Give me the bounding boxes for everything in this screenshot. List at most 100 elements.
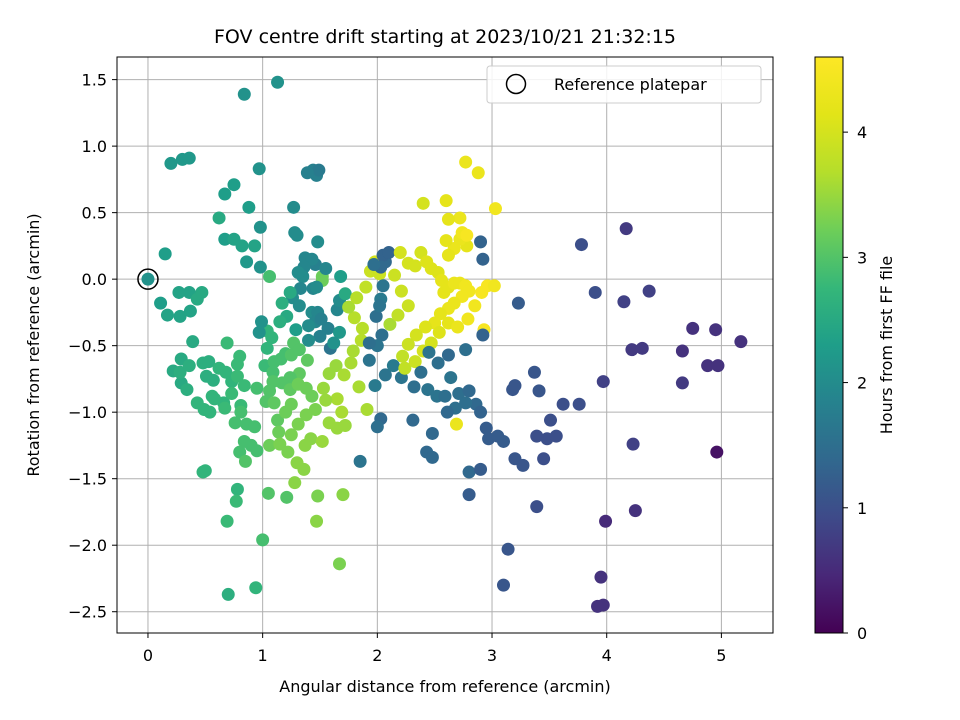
data-point: [388, 268, 402, 282]
data-point: [544, 413, 558, 427]
data-point: [291, 417, 305, 431]
data-point: [459, 343, 473, 357]
data-point: [352, 380, 366, 394]
data-point: [336, 488, 350, 502]
data-point: [386, 359, 400, 373]
data-point: [280, 490, 294, 504]
data-point: [619, 222, 633, 236]
colorbar-tick-label: 2: [857, 374, 867, 393]
data-point: [292, 343, 306, 357]
data-point: [225, 387, 239, 401]
data-point: [299, 408, 313, 422]
data-point: [391, 308, 405, 322]
data-point: [488, 202, 502, 216]
data-point: [360, 403, 374, 417]
data-point: [350, 291, 364, 305]
data-point: [409, 328, 423, 342]
data-point: [459, 155, 473, 169]
data-point: [479, 421, 493, 435]
data-point: [431, 356, 445, 370]
data-point: [332, 325, 346, 339]
data-point: [462, 384, 476, 398]
data-point: [305, 389, 319, 403]
data-point: [474, 462, 488, 476]
grid-lines: [117, 57, 773, 633]
data-point: [229, 494, 243, 508]
data-point: [255, 315, 269, 329]
data-point: [183, 304, 197, 318]
data-point: [310, 514, 324, 528]
data-point: [260, 341, 274, 355]
data-point: [302, 333, 316, 347]
data-point: [549, 429, 563, 443]
data-point: [321, 321, 335, 335]
data-point: [242, 200, 256, 214]
data-point: [362, 336, 376, 350]
data-point: [375, 328, 389, 342]
data-point: [327, 336, 341, 350]
data-point: [248, 239, 262, 253]
reference-platepar-marker: [137, 268, 159, 290]
data-point: [709, 323, 723, 337]
data-point: [252, 162, 266, 176]
legend-label: Reference platepar: [554, 75, 707, 94]
y-tick-label: 0.0: [82, 270, 107, 289]
data-point: [218, 401, 232, 415]
data-point: [373, 299, 387, 313]
data-point: [263, 438, 277, 452]
data-point: [158, 247, 172, 261]
data-point: [382, 246, 396, 260]
data-point: [248, 420, 262, 434]
data-point: [212, 361, 226, 375]
data-point: [272, 425, 286, 439]
data-point: [220, 514, 234, 528]
x-tick-label: 2: [372, 646, 382, 665]
data-point: [398, 361, 412, 375]
data-point: [516, 458, 530, 472]
data-point: [425, 450, 439, 464]
data-point: [275, 296, 289, 310]
data-point: [711, 359, 725, 373]
colorbar-gradient: [814, 56, 844, 634]
data-point: [271, 75, 285, 89]
data-point: [273, 315, 287, 329]
data-point: [462, 488, 476, 502]
data-point: [394, 284, 408, 298]
data-point: [675, 376, 689, 390]
data-point: [453, 211, 467, 225]
data-point: [421, 383, 435, 397]
data-point: [591, 599, 605, 613]
data-point: [432, 325, 446, 339]
data-point: [441, 348, 455, 362]
data-point: [572, 397, 586, 411]
data-point: [287, 200, 301, 214]
data-point: [530, 429, 544, 443]
data-point: [368, 379, 382, 393]
data-point: [319, 262, 333, 276]
data-point: [416, 196, 430, 210]
data-point: [596, 375, 610, 389]
data-point: [527, 365, 541, 379]
colorbar-tick-label: 1: [857, 499, 867, 518]
y-tick-label: −2.0: [68, 536, 107, 555]
data-point: [617, 295, 631, 309]
data-point: [476, 328, 490, 342]
data-point: [332, 557, 346, 571]
legend: Reference platepar: [486, 65, 762, 104]
data-point: [367, 258, 381, 272]
data-point: [218, 187, 232, 201]
data-point: [496, 434, 510, 448]
data-point: [220, 336, 234, 350]
data-point: [441, 212, 455, 226]
legend-box: [486, 65, 762, 104]
data-point: [234, 405, 248, 419]
data-point: [439, 194, 453, 208]
data-point: [407, 380, 421, 394]
x-tick-label: 5: [716, 646, 726, 665]
data-point: [227, 178, 241, 192]
data-point: [330, 392, 344, 406]
data-point: [461, 312, 475, 326]
data-point: [530, 500, 544, 514]
data-point: [625, 343, 639, 357]
data-point: [376, 279, 390, 293]
